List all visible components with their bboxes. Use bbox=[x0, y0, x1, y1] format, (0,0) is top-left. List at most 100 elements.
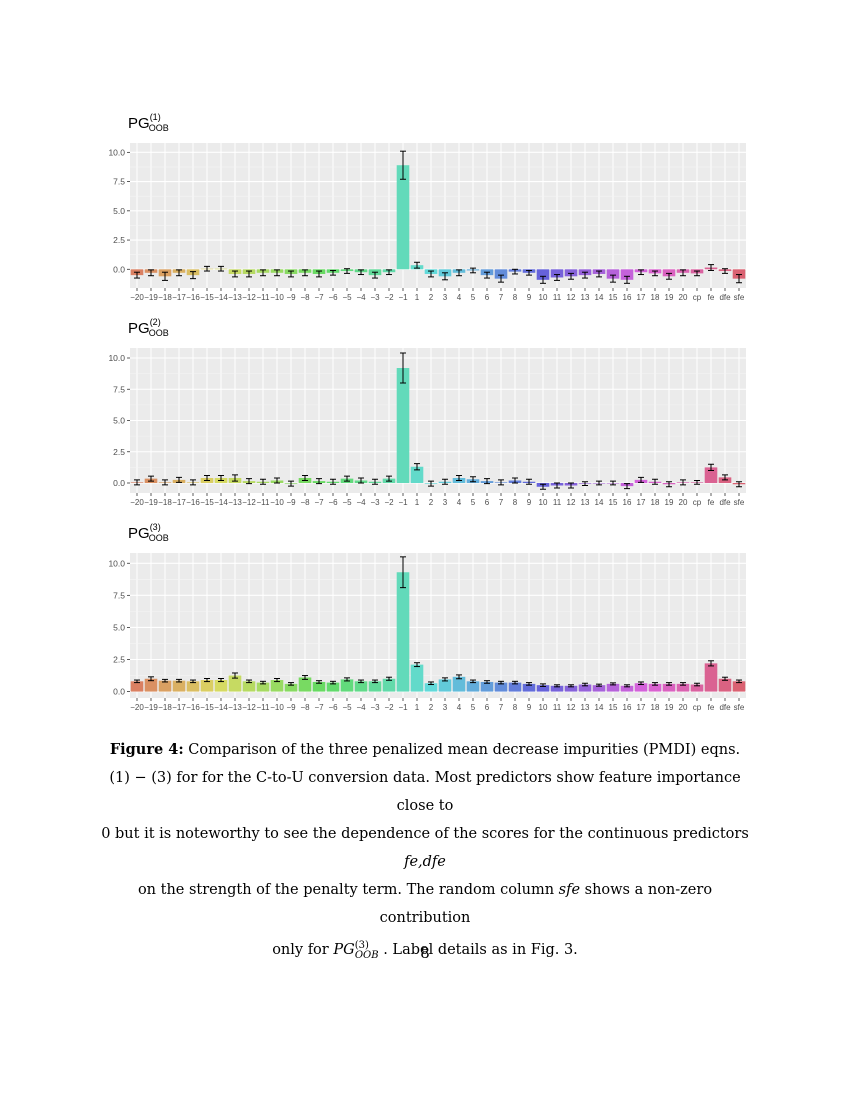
x-tick-label: 7 bbox=[499, 293, 504, 302]
bar bbox=[718, 678, 732, 692]
x-tick-label: −13 bbox=[228, 293, 242, 302]
x-tick-label: 3 bbox=[443, 293, 448, 302]
x-tick-label: 5 bbox=[471, 498, 476, 507]
x-tick-label: 14 bbox=[595, 498, 604, 507]
x-tick-label: −11 bbox=[257, 293, 271, 302]
y-tick-label: 2.5 bbox=[113, 447, 125, 457]
x-tick-label: −20 bbox=[130, 498, 144, 507]
bar bbox=[620, 685, 634, 692]
panel-2-title-main: PG bbox=[128, 320, 150, 337]
x-tick-label: 2 bbox=[429, 293, 434, 302]
caption-line4-italic: sfe bbox=[558, 882, 581, 898]
x-tick-label: −20 bbox=[130, 703, 144, 712]
caption-line1-text: Comparison of the three penalized mean d… bbox=[183, 742, 741, 758]
x-tick-label: −16 bbox=[186, 293, 200, 302]
x-tick-label: 9 bbox=[527, 703, 532, 712]
x-tick-label: −8 bbox=[300, 498, 310, 507]
panel-2-title: PG(2)OOB bbox=[128, 317, 169, 338]
y-tick-label: 10.0 bbox=[108, 147, 125, 157]
bar bbox=[536, 685, 550, 692]
x-tick-label: −11 bbox=[257, 703, 271, 712]
bar bbox=[396, 368, 410, 483]
x-tick-label: 18 bbox=[651, 293, 660, 302]
bar bbox=[396, 165, 410, 270]
caption-line-5: only for PG(3)OOB . Label details as in … bbox=[100, 932, 750, 970]
x-tick-label: 19 bbox=[665, 498, 674, 507]
x-tick-label: −6 bbox=[328, 498, 338, 507]
x-tick-label: 5 bbox=[471, 293, 476, 302]
caption-line-1: Figure 4: Comparison of the three penali… bbox=[100, 736, 750, 764]
x-tick-label: −15 bbox=[200, 703, 214, 712]
bar bbox=[564, 269, 578, 277]
x-tick-label: −18 bbox=[158, 498, 172, 507]
y-tick-label: 7.5 bbox=[113, 590, 125, 600]
x-tick-label: 17 bbox=[637, 498, 646, 507]
bar bbox=[312, 681, 326, 692]
x-tick-label: 1 bbox=[415, 498, 420, 507]
bar bbox=[592, 685, 606, 692]
bar bbox=[186, 681, 200, 692]
bar bbox=[536, 269, 550, 280]
caption-label: Figure 4: bbox=[109, 741, 184, 758]
bar bbox=[438, 679, 452, 692]
x-tick-label: −14 bbox=[214, 498, 228, 507]
x-tick-label: 6 bbox=[485, 293, 490, 302]
x-tick-label: 10 bbox=[539, 703, 548, 712]
x-tick-label: 17 bbox=[637, 293, 646, 302]
y-tick-label: 10.0 bbox=[108, 353, 125, 363]
caption-line-2: (1) − (3) for for the C-to-U conversion … bbox=[109, 770, 741, 814]
x-tick-label: −10 bbox=[270, 703, 284, 712]
x-tick-label: fe bbox=[708, 703, 715, 712]
x-tick-label: fe bbox=[708, 293, 715, 302]
bar bbox=[466, 681, 480, 692]
bar bbox=[200, 680, 214, 692]
x-tick-label: −15 bbox=[200, 498, 214, 507]
caption-line5-sub: OOB bbox=[354, 949, 379, 961]
x-tick-label: −6 bbox=[328, 293, 338, 302]
bar bbox=[634, 683, 648, 692]
y-tick-label: 7.5 bbox=[113, 177, 125, 187]
caption-line4-text-c: shows a non-zero contribution bbox=[379, 882, 713, 926]
x-tick-label: 20 bbox=[679, 703, 688, 712]
x-tick-label: −8 bbox=[300, 293, 310, 302]
panel-2-title-sub: OOB bbox=[148, 328, 169, 338]
panel-1-title-sup: (1) bbox=[149, 112, 161, 122]
x-tick-label: 2 bbox=[429, 703, 434, 712]
chart-panel-1: PG(1)OOB 0.0 2.5 5.0 7.5 10.0 −20 −19 −18 −17 −16… bbox=[100, 112, 750, 315]
x-tick-label: −11 bbox=[257, 498, 271, 507]
caption-line5-pg: PG bbox=[333, 941, 355, 958]
bar bbox=[704, 467, 718, 483]
y-tick-label: 2.5 bbox=[113, 655, 125, 665]
x-tick-label: 7 bbox=[499, 498, 504, 507]
x-tick-label: 16 bbox=[623, 703, 632, 712]
bar bbox=[158, 680, 172, 692]
x-tick-label: −4 bbox=[356, 293, 366, 302]
bar bbox=[732, 269, 746, 279]
x-tick-label: −2 bbox=[384, 703, 394, 712]
x-tick-label: 17 bbox=[637, 703, 646, 712]
x-tick-label: −9 bbox=[286, 703, 296, 712]
x-tick-label: dfe bbox=[719, 293, 731, 302]
bar bbox=[298, 677, 312, 692]
x-tick-label: 1 bbox=[415, 293, 420, 302]
x-tick-label: −19 bbox=[144, 498, 158, 507]
x-tick-label: −3 bbox=[370, 498, 380, 507]
chart-panel-2: PG(2)OOB 0.0 2.5 5.0 7.5 10.0 −20 −19 −18 −17 −16… bbox=[100, 317, 750, 520]
x-tick-label: 7 bbox=[499, 703, 504, 712]
bar bbox=[494, 269, 508, 279]
x-tick-label: −7 bbox=[314, 293, 324, 302]
x-tick-label: 14 bbox=[595, 703, 604, 712]
caption-line-4: on the strength of the penalty term. The… bbox=[100, 876, 750, 932]
caption-line5-text-b: . Label details as in Fig. 3. bbox=[383, 941, 578, 958]
panel-3-title-sup: (3) bbox=[149, 522, 161, 532]
caption-line3-italic: fe,dfe bbox=[404, 854, 446, 870]
x-tick-label: −10 bbox=[270, 498, 284, 507]
x-tick-label: −16 bbox=[186, 703, 200, 712]
x-tick-label: −7 bbox=[314, 498, 324, 507]
caption-line4-text-a: on the strength of the penalty term. The… bbox=[137, 882, 559, 898]
x-tick-label: 3 bbox=[443, 498, 448, 507]
panel-1-title-sub: OOB bbox=[148, 123, 169, 133]
bar bbox=[606, 683, 620, 692]
y-tick-label: 0.0 bbox=[113, 478, 125, 488]
bar bbox=[690, 684, 704, 692]
